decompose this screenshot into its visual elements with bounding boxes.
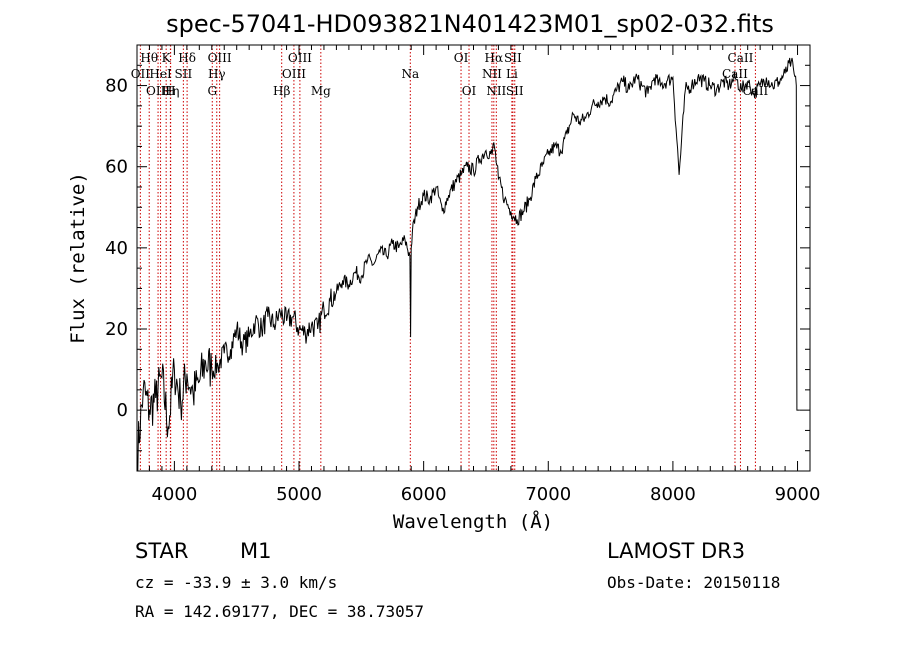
emission-line-label-22: Li: [506, 67, 518, 81]
emission-line-label-24: SII: [506, 84, 524, 98]
x-tick-label: 9000: [775, 484, 821, 505]
emission-line-label-3: HeI: [149, 67, 172, 81]
axis-tick-labels: 4000 5000 6000 7000 8000 9000 0 20 40 60 80: [105, 76, 820, 505]
emission-line-label-8: Hδ: [178, 51, 196, 65]
plot-frame: [136, 44, 811, 472]
emission-line-label-21: NII: [482, 67, 502, 81]
emission-line-label-7: SII: [175, 67, 193, 81]
emission-line-label-0: Hθ: [140, 51, 158, 65]
emission-line-label-25: CaII: [728, 51, 754, 65]
emission-line-label-17: OI: [454, 51, 469, 65]
y-tick-label: 60: [105, 157, 128, 178]
redshift-cz: cz = -33.9 ± 3.0 km/s: [135, 573, 338, 592]
emission-line-label-10: Hγ: [208, 67, 226, 81]
survey-name: LAMOST DR3: [607, 539, 746, 563]
emission-line-label-19: Hα: [485, 51, 504, 65]
emission-line-markers: [139, 45, 756, 471]
emission-line-label-12: Hβ: [273, 84, 290, 98]
emission-line-label-6: H: [165, 84, 175, 98]
x-tick-label: 8000: [650, 484, 696, 505]
x-tick-label: 5000: [276, 484, 322, 505]
emission-line-label-16: Na: [401, 67, 419, 81]
observation-date: Obs-Date: 20150118: [607, 573, 781, 592]
x-tick-label: 4000: [151, 484, 197, 505]
emission-line-label-23: NII: [486, 84, 506, 98]
flux-series-line: [136, 57, 800, 472]
emission-line-label-20: SII: [504, 51, 522, 65]
emission-line-label-11: G: [207, 84, 217, 98]
object-subclass: M1: [240, 539, 272, 563]
x-tick-label: 7000: [525, 484, 571, 505]
y-tick-label: 20: [105, 319, 128, 340]
x-tick-label: 6000: [401, 484, 447, 505]
x-axis-label: Wavelength (Å): [393, 510, 553, 533]
y-tick-label: 0: [117, 400, 128, 421]
ra-dec-coordinates: RA = 142.69177, DEC = 38.73057: [135, 602, 424, 621]
emission-line-label-18: OI: [462, 84, 477, 98]
emission-line-label-9: OIII: [208, 51, 232, 65]
emission-line-label-1: OII: [131, 67, 151, 81]
y-tick-label: 80: [105, 76, 128, 97]
y-axis-label: Flux (relative): [67, 172, 89, 344]
emission-line-label-4: K: [162, 51, 172, 65]
chart-title: spec-57041-HD093821N401423M01_sp02-032.f…: [166, 10, 774, 38]
object-class: STAR: [135, 539, 189, 563]
emission-line-label-14: OIII: [282, 67, 306, 81]
axis-ticks: [136, 44, 811, 472]
emission-line-label-5: Hη: [162, 84, 180, 98]
emission-line-label-15: Mg: [311, 84, 331, 98]
y-tick-label: 40: [105, 238, 128, 259]
emission-line-label-13: OIII: [288, 51, 312, 65]
emission-line-label-2: OIII: [146, 84, 170, 98]
